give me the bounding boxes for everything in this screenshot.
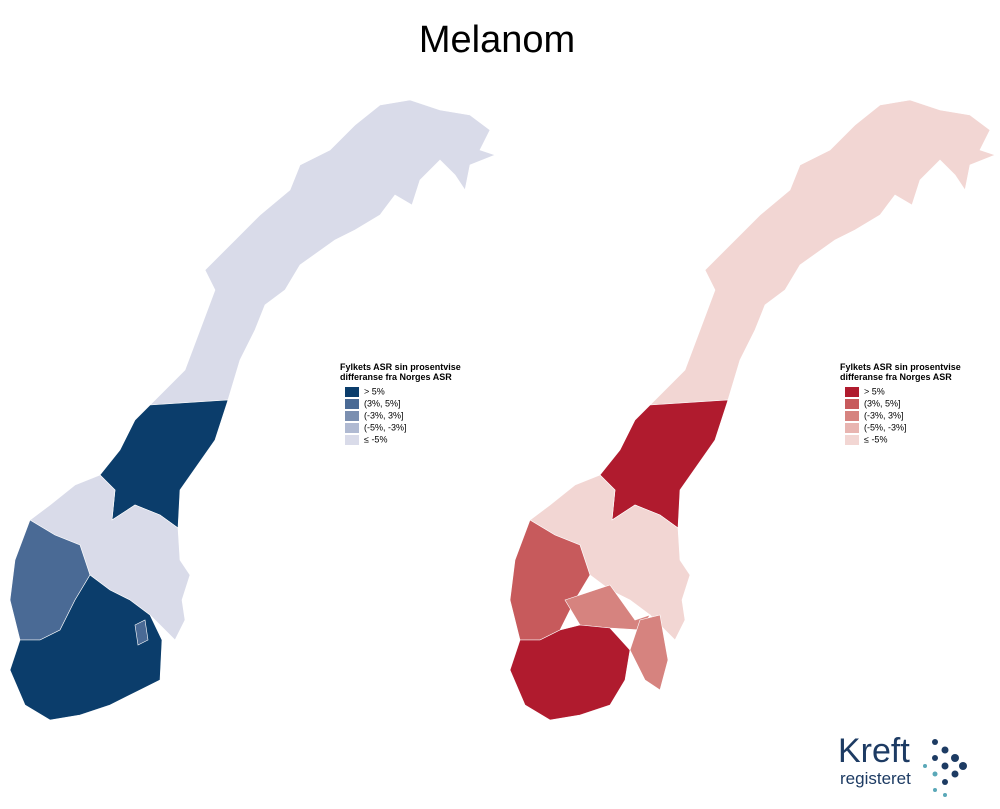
legend-swatch <box>345 435 359 445</box>
legend-title: differanse fra Norges ASR <box>840 372 952 382</box>
map <box>9 99 496 721</box>
legend-swatch <box>345 423 359 433</box>
region <box>9 574 163 721</box>
title: Melanom <box>419 19 575 61</box>
legend-swatch <box>845 435 859 445</box>
legend-title: Fylkets ASR sin prosentvise <box>340 362 461 372</box>
legend-label: ≤ -5% <box>364 434 387 444</box>
legend-swatch <box>845 423 859 433</box>
legend-label: (-5%, -3%] <box>364 422 407 432</box>
legend-label: (-3%, 3%] <box>364 410 404 420</box>
logo: Kreft registeret <box>838 732 967 797</box>
legend-label: > 5% <box>364 386 385 396</box>
legend-swatch <box>845 387 859 397</box>
legend-swatch <box>345 399 359 409</box>
legend-swatch <box>845 399 859 409</box>
map <box>509 99 996 721</box>
legend-swatch <box>345 411 359 421</box>
logo-subtitle: registeret <box>840 769 911 788</box>
legend-title: differanse fra Norges ASR <box>340 372 452 382</box>
region <box>629 614 669 691</box>
region <box>649 99 996 406</box>
legend-label: (3%, 5%] <box>364 398 401 408</box>
legend-swatch <box>345 387 359 397</box>
legend-label: (-5%, -3%] <box>864 422 907 432</box>
region <box>99 399 229 529</box>
legend-title: Fylkets ASR sin prosentvise <box>840 362 961 372</box>
logo-name: Kreft <box>838 732 910 770</box>
region <box>149 99 496 406</box>
region <box>134 619 149 646</box>
region <box>599 399 729 529</box>
region <box>509 624 631 721</box>
legend-label: (3%, 5%] <box>864 398 901 408</box>
legend-swatch <box>845 411 859 421</box>
legend-label: (-3%, 3%] <box>864 410 904 420</box>
legend-label: > 5% <box>864 386 885 396</box>
legend-label: ≤ -5% <box>864 434 887 444</box>
